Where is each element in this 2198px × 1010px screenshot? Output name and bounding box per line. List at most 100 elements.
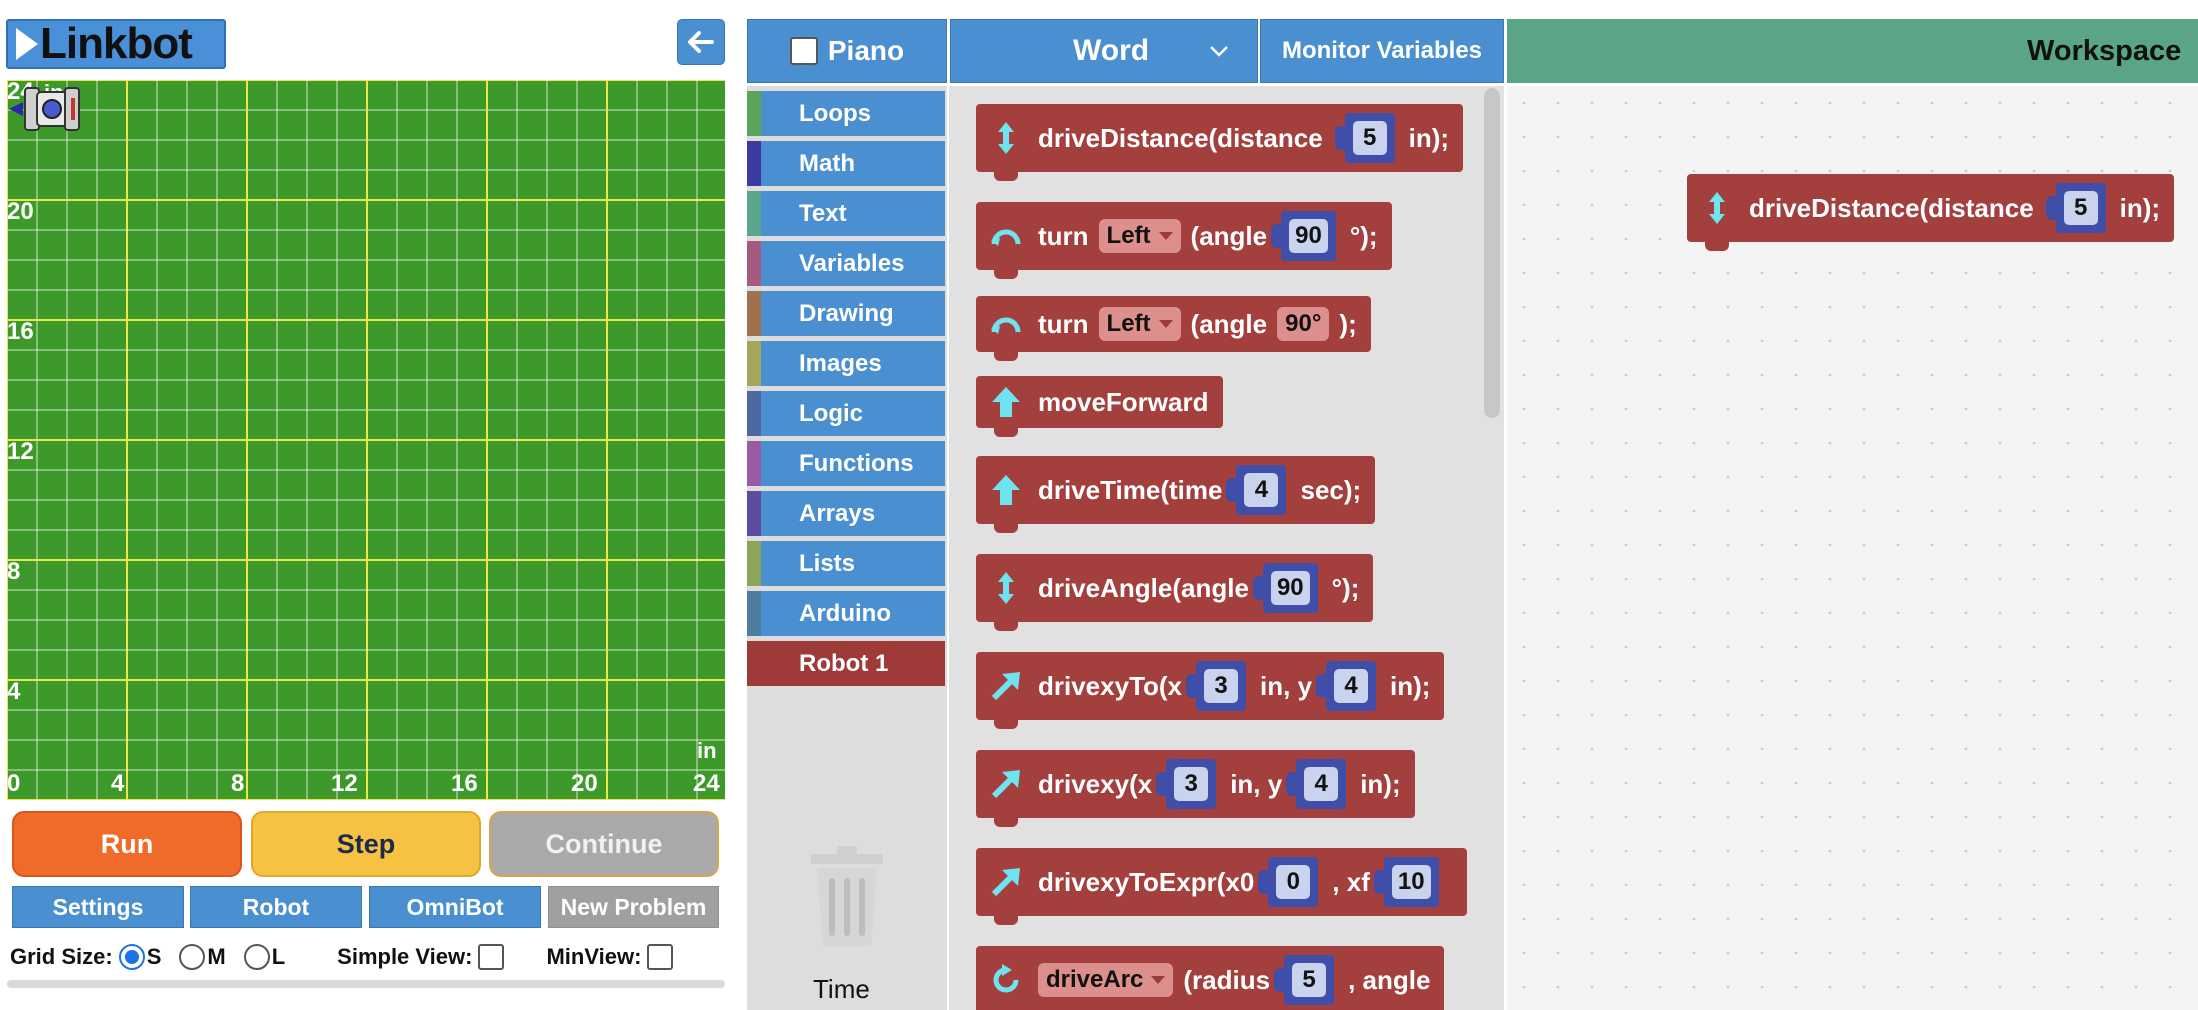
category-label: Logic [799, 399, 863, 427]
diagonal-arrow-icon [991, 770, 1020, 799]
category-color-stripe [747, 591, 761, 636]
category-text[interactable]: Text [747, 191, 945, 236]
workspace-drive-distance-block[interactable]: driveDistance(distance 5 in); [1687, 174, 2175, 251]
arc-type-dropdown[interactable]: driveArc [1038, 963, 1174, 997]
drivexy-to-block[interactable]: drivexyTo(x 3 in, y 4 in); [976, 652, 1445, 729]
category-images[interactable]: Images [747, 341, 945, 386]
category-label: Images [799, 349, 882, 377]
direction-dropdown[interactable]: Left [1098, 219, 1181, 253]
y-value-input[interactable]: 4 [1316, 661, 1377, 711]
x0-value-input[interactable]: 0 [1258, 857, 1319, 907]
time-label: Time [813, 974, 870, 1004]
drive-distance-block[interactable]: driveDistance(distance 5 in); [976, 104, 1464, 181]
block-flyout: driveDistance(distance 5 in); turn Left … [949, 86, 1504, 1010]
up-arrow-icon [992, 475, 1020, 505]
category-label: Arrays [799, 499, 876, 527]
category-arduino[interactable]: Arduino [747, 591, 945, 636]
value-input[interactable]: 90 [1271, 211, 1336, 261]
simple-view-label: Simple View: [337, 944, 473, 969]
up-arrow-icon [992, 387, 1020, 417]
grid-size-l-radio[interactable] [243, 944, 270, 970]
left-panel-scrollbar[interactable] [7, 980, 725, 988]
grid-size-s-radio[interactable] [118, 944, 145, 970]
settings-button[interactable]: Settings [12, 886, 184, 928]
drive-angle-block[interactable]: driveAngle(angle 90 °); [976, 554, 1374, 631]
turn-angle-block[interactable]: turn Left (angle 90 °); [976, 202, 1392, 279]
block-unit: sec); [1300, 474, 1362, 505]
robot-button[interactable]: Robot [190, 886, 362, 928]
grid-size-m-radio[interactable] [179, 944, 206, 970]
drivexy-to-expr-block[interactable]: drivexyToExpr(x0 0 , xf 10 [976, 848, 1467, 925]
value-input[interactable]: 5 [1334, 113, 1395, 163]
up-down-arrow-icon [998, 122, 1014, 154]
block-label: drivexy(x [1038, 768, 1153, 799]
y-value-input[interactable]: 4 [1286, 759, 1347, 809]
minview-checkbox[interactable] [647, 944, 674, 970]
value-input[interactable]: 90 [1252, 563, 1318, 613]
category-variables[interactable]: Variables [747, 241, 945, 286]
x-value-input[interactable]: 3 [1186, 661, 1247, 711]
omnibot-button[interactable]: OmniBot [369, 886, 541, 928]
category-robot-1[interactable]: Robot 1 [747, 641, 945, 686]
step-button[interactable]: Step [251, 811, 481, 877]
linkbot-logo: Linkbot [6, 19, 226, 69]
category-color-stripe [747, 341, 761, 386]
category-logic[interactable]: Logic [747, 391, 945, 436]
linkbot-robot-icon[interactable] [7, 80, 87, 138]
trash-can-icon[interactable] [809, 844, 885, 948]
category-math[interactable]: Math [747, 141, 945, 186]
workspace-header: Workspace [1507, 19, 2198, 83]
move-forward-block[interactable]: moveForward [976, 376, 1223, 437]
robot-grid[interactable]: in 24 20 16 12 8 4 0 4 8 12 16 20 24 in [7, 80, 725, 800]
up-down-arrow-icon [1709, 192, 1725, 224]
play-triangle-icon [16, 28, 38, 60]
flyout-scrollbar[interactable] [1484, 88, 1500, 418]
category-label: Math [799, 149, 855, 177]
block-label: driveTime(time [1038, 474, 1223, 505]
continue-button[interactable]: Continue [489, 811, 719, 877]
piano-label: Piano [827, 35, 905, 66]
block-label-mid: (angle [1190, 220, 1268, 251]
value-input[interactable]: 5 [2045, 183, 2106, 233]
workspace-canvas[interactable]: driveDistance(distance 5 in); [1507, 86, 2198, 1010]
category-lists[interactable]: Lists [747, 541, 945, 586]
drivexy-block[interactable]: drivexy(x 3 in, y 4 in); [976, 750, 1415, 827]
x-tick-label: 8 [231, 770, 245, 797]
block-unit: °); [1349, 220, 1378, 251]
category-arrays[interactable]: Arrays [747, 491, 945, 536]
value-input[interactable]: 4 [1226, 465, 1287, 515]
turn-degree-block[interactable]: turn Left (angle 90° ); [976, 296, 1371, 361]
category-label: Robot 1 [799, 649, 889, 677]
workspace-title: Workspace [2027, 35, 2182, 67]
category-drawing[interactable]: Drawing [747, 291, 945, 336]
block-label-mid: (angle [1190, 308, 1268, 339]
piano-checkbox[interactable] [789, 37, 818, 65]
toolbox-categories: Loops Math Text Variables Drawing Images… [747, 86, 947, 1010]
x-value-input[interactable]: 3 [1156, 759, 1217, 809]
category-loops[interactable]: Loops [747, 91, 945, 136]
run-button[interactable]: Run [12, 811, 242, 877]
drive-arc-block[interactable]: driveArc (radius 5 , angle [976, 946, 1445, 1010]
view-options: Grid Size: S M L Simple View: MinView: [10, 940, 674, 974]
block-label-mid: in, y [1230, 768, 1283, 799]
word-dropdown[interactable]: Word [950, 19, 1258, 83]
degree-field[interactable]: 90° [1277, 307, 1330, 341]
block-label-mid: (radius [1183, 964, 1271, 995]
xf-value-input[interactable]: 10 [1373, 857, 1439, 907]
direction-dropdown[interactable]: Left [1098, 307, 1181, 341]
x-tick-label: 24 [693, 770, 720, 797]
value-text: 90 [1289, 219, 1328, 253]
grid-unit-right: in [697, 738, 717, 763]
piano-toggle[interactable]: Piano [747, 19, 947, 83]
category-functions[interactable]: Functions [747, 441, 945, 486]
monitor-variables-button[interactable]: Monitor Variables [1260, 19, 1504, 83]
category-color-stripe [747, 141, 761, 186]
x-tick-label: 0 [7, 770, 21, 797]
drive-time-block[interactable]: driveTime(time 4 sec); [976, 456, 1376, 533]
new-problem-button[interactable]: New Problem [548, 886, 719, 928]
radius-value-input[interactable]: 5 [1274, 955, 1335, 1005]
category-label: Text [799, 199, 847, 227]
block-label: driveDistance(distance [1038, 122, 1323, 153]
collapse-panel-button[interactable] [677, 19, 725, 65]
simple-view-checkbox[interactable] [478, 944, 505, 970]
